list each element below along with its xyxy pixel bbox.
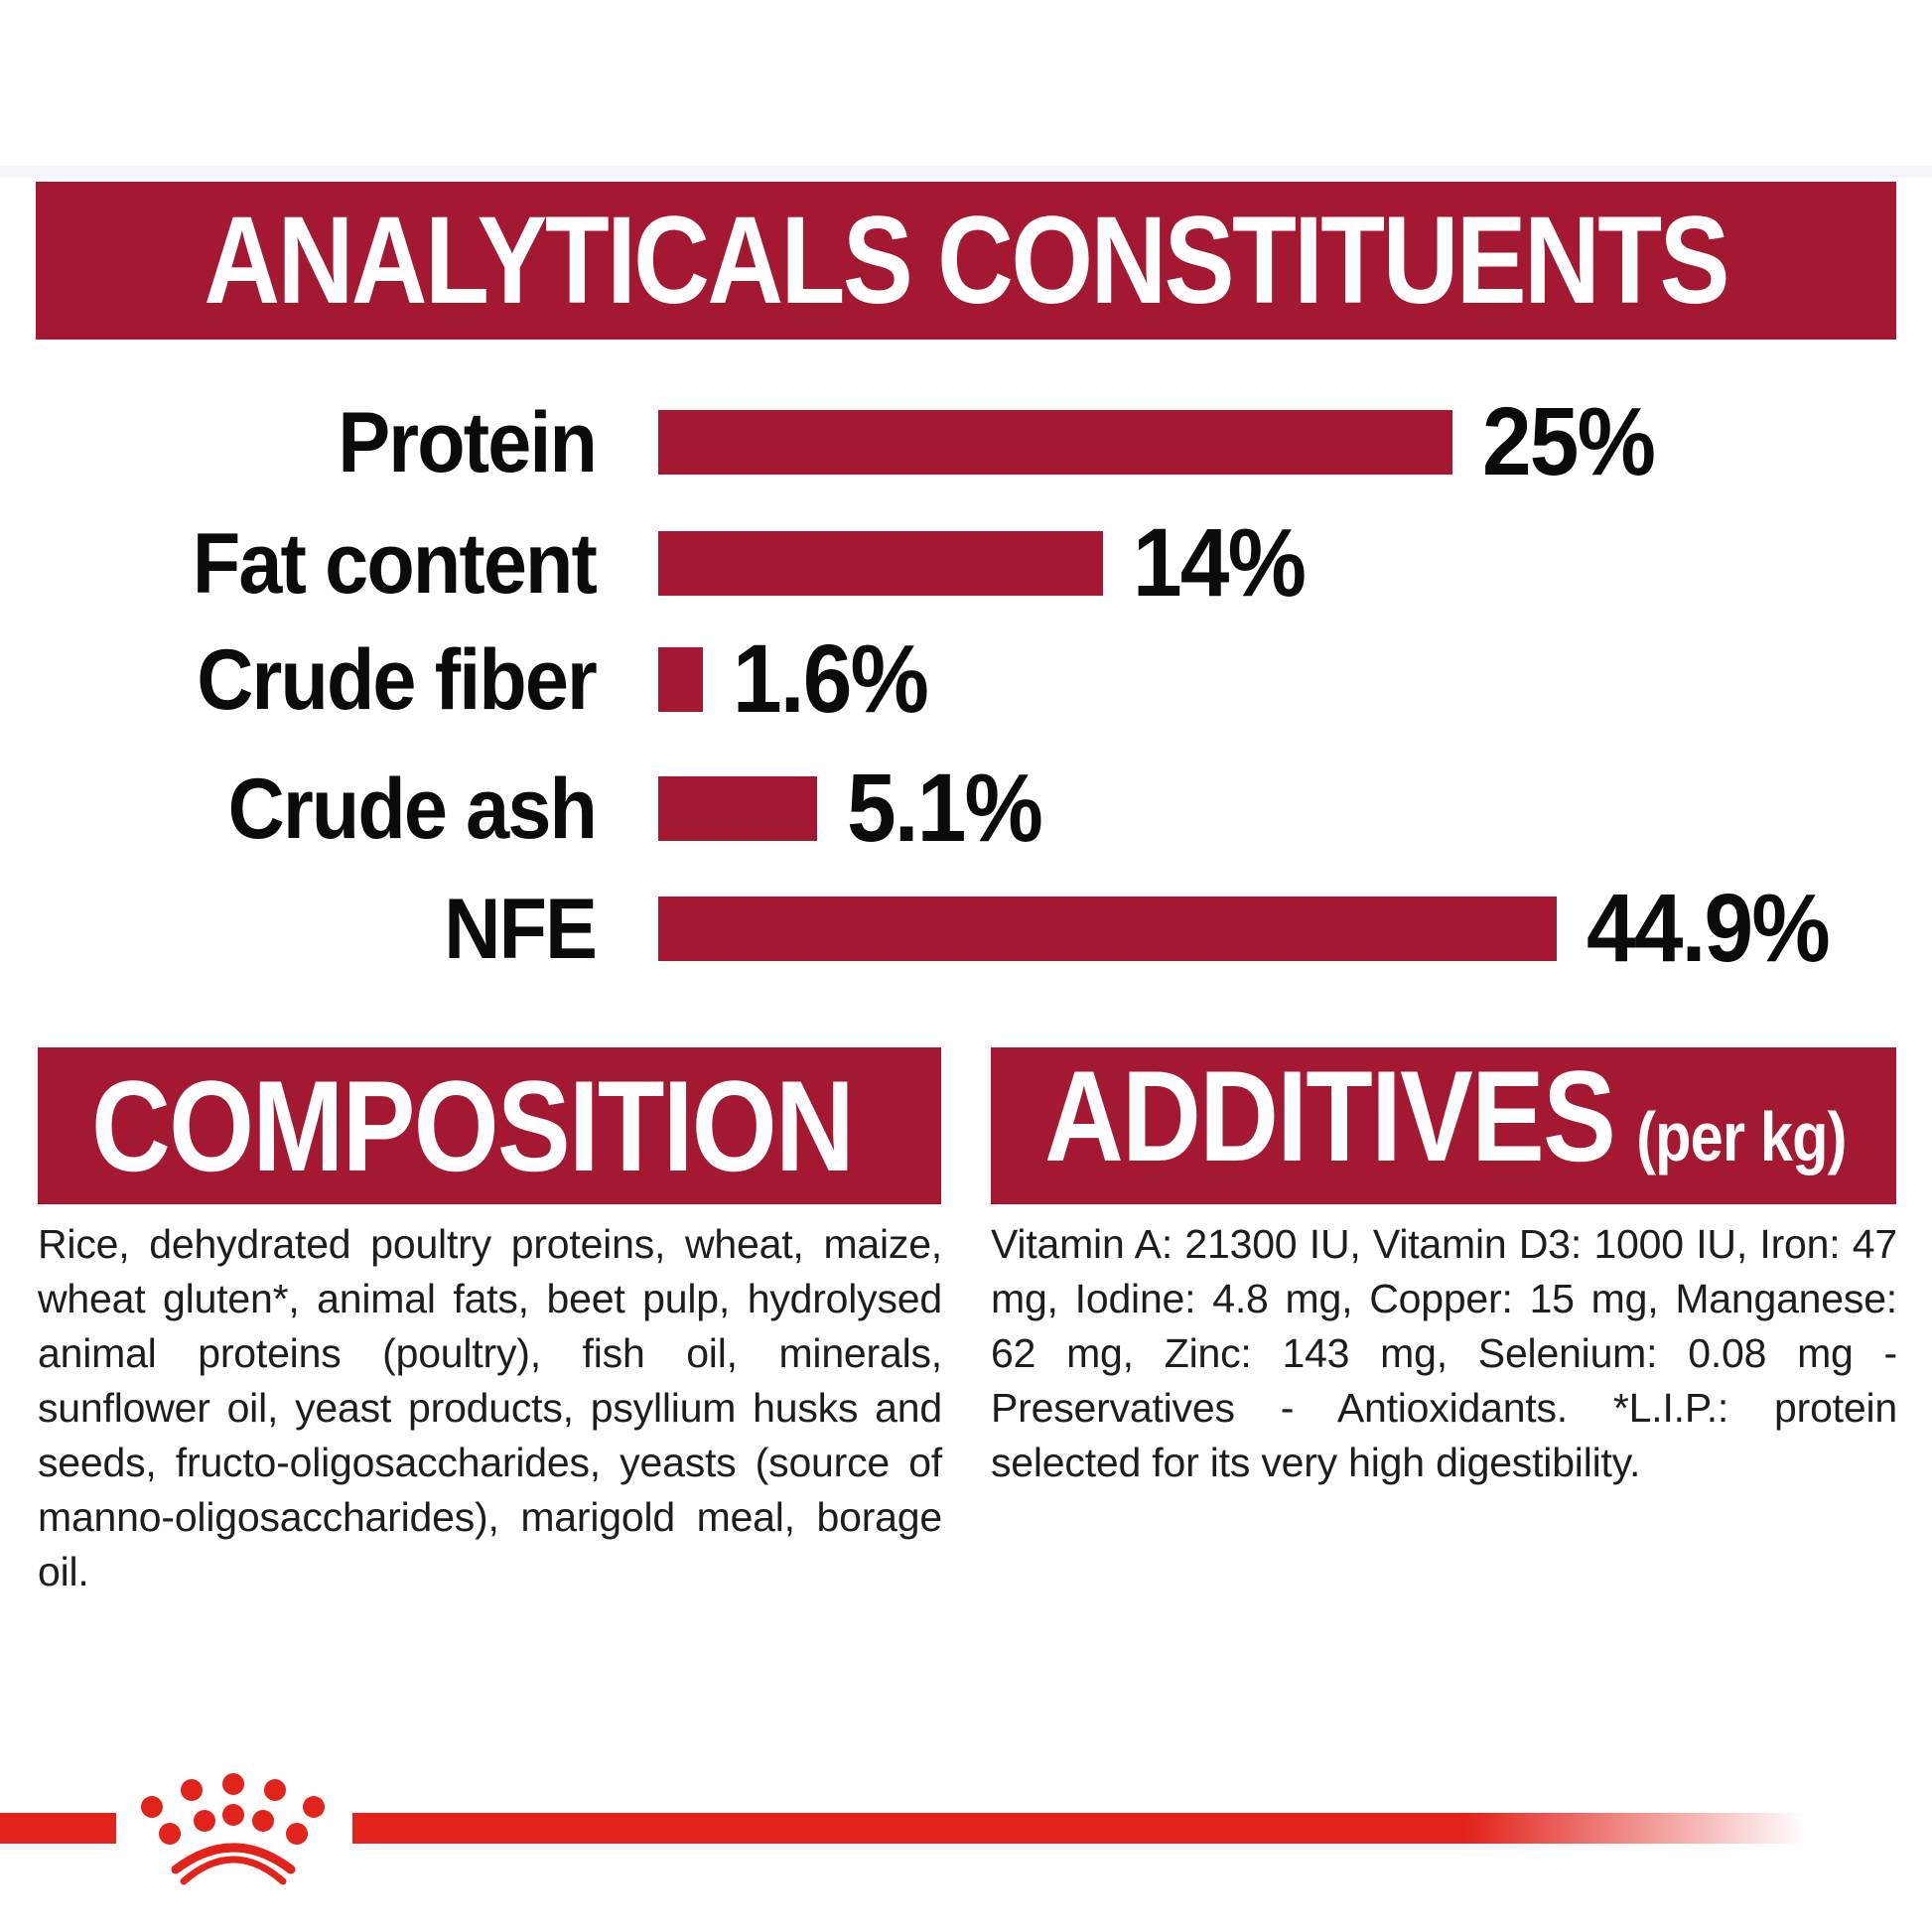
chart-row-label: Fat content bbox=[192, 516, 598, 612]
crown-base-arcs bbox=[171, 1843, 296, 1885]
chart-value-label: 44.9% bbox=[1587, 874, 1831, 982]
additives-heading-text: ADDITIVES bbox=[1044, 1042, 1616, 1188]
additives-header-band: ADDITIVES (per kg) bbox=[991, 1043, 1896, 1204]
chart-bar bbox=[658, 410, 1452, 475]
royal-canin-crown-logo bbox=[141, 1773, 325, 1885]
additives-heading: ADDITIVES (per kg) bbox=[1044, 1037, 1847, 1215]
composition-header-band: COMPOSITION bbox=[38, 1047, 941, 1204]
chart-row-label: NFE bbox=[444, 882, 598, 977]
additives-per-kg-suffix: (per kg) bbox=[1636, 1097, 1847, 1175]
chart-bar bbox=[658, 776, 817, 841]
chart-bar bbox=[658, 897, 1557, 961]
chart-value-label: 25% bbox=[1482, 387, 1656, 495]
chart-value-label: 14% bbox=[1133, 508, 1307, 617]
top-divider-band bbox=[0, 166, 1932, 178]
chart-bar bbox=[658, 531, 1103, 596]
chart-row-label: Protein bbox=[338, 395, 598, 490]
crown-paw-pads bbox=[141, 1773, 325, 1845]
composition-body-text: Rice, dehydrated poultry proteins, wheat… bbox=[38, 1221, 942, 1594]
chart-bar bbox=[658, 647, 703, 712]
composition-heading: COMPOSITION bbox=[91, 1053, 855, 1198]
brand-stripe-right bbox=[352, 1813, 1932, 1844]
chart-row-label: Crude fiber bbox=[197, 632, 598, 728]
chart-value-label: 1.6% bbox=[733, 624, 929, 733]
chart-value-label: 5.1% bbox=[847, 754, 1043, 862]
analyticals-header-band: ANALYTICALS CONSTITUENTS bbox=[36, 182, 1896, 340]
chart-row-label: Crude ash bbox=[227, 761, 598, 857]
additives-body-text: Vitamin A: 21300 IU, Vitamin D3: 1000 IU… bbox=[991, 1221, 1897, 1485]
brand-stripe-left bbox=[0, 1813, 116, 1844]
page-title: ANALYTICALS CONSTITUENTS bbox=[204, 192, 1730, 330]
